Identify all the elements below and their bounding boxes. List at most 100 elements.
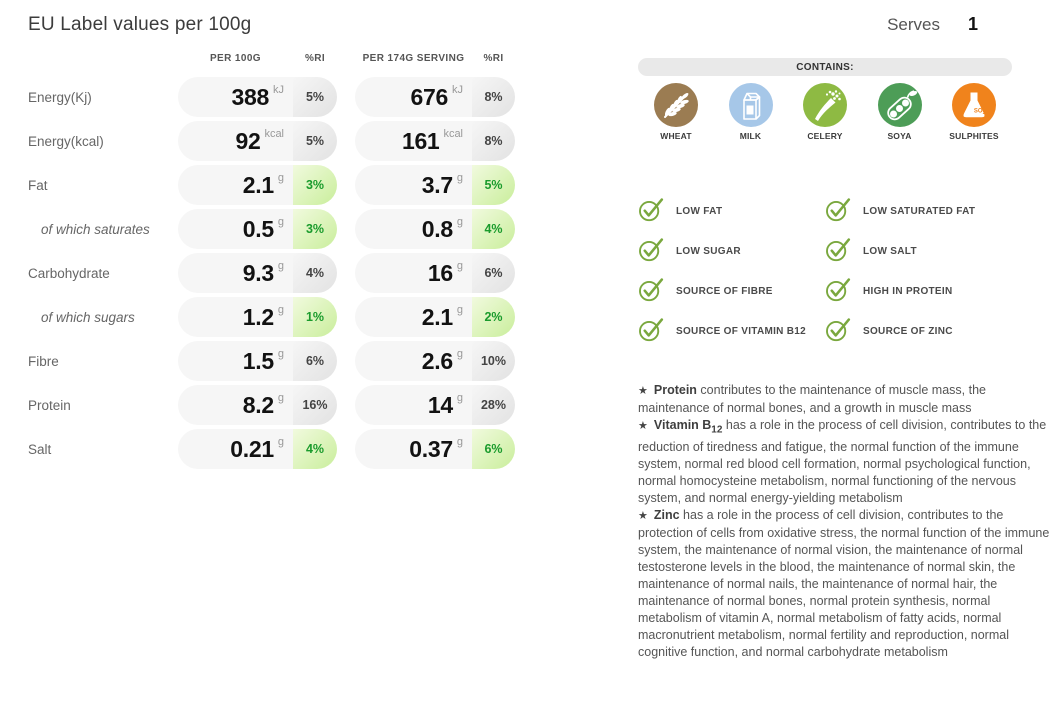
ri-badge-per-100g: 16%	[293, 385, 337, 425]
check-icon	[825, 236, 852, 268]
table-row: Carbohydrate 9.3 g 4% 16 g 6%	[28, 253, 520, 293]
allergen-label: CELERY	[807, 131, 843, 141]
allergen-item: SO2 SULPHITES	[939, 83, 1009, 141]
value-number: 92	[235, 127, 261, 154]
column-header-per-serving: PER 174G SERVING	[362, 52, 465, 64]
table-row: of which sugars 1.2 g 1% 2.1 g 2%	[28, 297, 520, 337]
value-pill-per-serving: 2.1 g	[355, 297, 472, 337]
claim-item: SOURCE OF FIBRE	[638, 276, 825, 308]
allergen-list: WHEAT MILK CELERY SOYA SO2 SULPHITES	[641, 83, 1009, 141]
celery-icon	[803, 83, 847, 127]
value-number: 0.37	[409, 435, 453, 462]
check-icon	[638, 196, 665, 228]
value-number: 0.21	[230, 435, 274, 462]
value-pill-per-100g: 388 kJ	[178, 77, 293, 117]
table-row: Energy(Kj) 388 kJ 5% 676 kJ 8%	[28, 77, 520, 117]
column-header-ri-1: %RI	[304, 52, 326, 64]
value-number: 14	[427, 391, 453, 418]
value-pill-per-serving: 0.37 g	[355, 429, 472, 469]
nutrient-label: Salt	[28, 441, 52, 457]
value-unit: g	[456, 392, 463, 404]
claim-label: SOURCE OF VITAMIN B12	[676, 326, 807, 337]
claim-item: HIGH IN PROTEIN	[825, 276, 1050, 308]
column-gap	[337, 385, 355, 425]
nutrient-label: of which sugars	[41, 309, 135, 325]
value-unit: g	[277, 348, 284, 360]
check-icon	[825, 196, 852, 228]
svg-text:SO2: SO2	[974, 109, 986, 115]
value-pill-per-serving: 2.6 g	[355, 341, 472, 381]
wheat-icon	[654, 83, 698, 127]
ri-badge-per-100g: 5%	[293, 121, 337, 161]
claim-label: LOW SUGAR	[676, 246, 741, 257]
star-bullet-icon: ★	[638, 509, 648, 522]
ri-badge-per-100g: 3%	[293, 209, 337, 249]
ri-badge-per-serving: 8%	[472, 77, 515, 117]
value-unit: g	[456, 436, 463, 448]
summary-panel: Serves 1 CONTAINS: WHEAT MILK CELERY SOYA SO…	[638, 14, 1050, 661]
nutrient-label: Energy(kcal)	[28, 133, 104, 149]
column-gap	[337, 253, 355, 293]
claim-item: LOW SUGAR	[638, 237, 825, 265]
value-pill-per-serving: 0.8 g	[355, 209, 472, 249]
allergen-item: CELERY	[790, 83, 860, 141]
value-number: 3.7	[421, 171, 453, 198]
benefit-segment: has a role in the process of cell divisi…	[638, 418, 1047, 505]
ri-badge-per-serving: 6%	[472, 429, 515, 469]
benefit-paragraph: ★ Zinc has a role in the process of cell …	[638, 507, 1050, 661]
claim-label: LOW FAT	[676, 206, 723, 217]
value-number: 8.2	[242, 391, 274, 418]
value-number: 16	[427, 259, 453, 286]
value-unit: g	[277, 172, 284, 184]
claim-label: SOURCE OF FIBRE	[676, 286, 773, 297]
milk-icon	[728, 83, 773, 127]
value-unit: g	[456, 304, 463, 316]
benefit-segment: has a role in the process of cell divisi…	[638, 507, 1050, 659]
star-bullet-icon: ★	[638, 420, 648, 432]
nutrient-label: of which saturates	[41, 221, 150, 237]
ri-badge-per-serving: 4%	[472, 209, 515, 249]
table-row: Fibre 1.5 g 6% 2.6 g 10%	[28, 341, 520, 381]
ri-badge-per-100g: 5%	[293, 77, 337, 117]
serves-value: 1	[967, 14, 978, 34]
value-pill-per-100g: 1.5 g	[178, 341, 293, 381]
table-row: Protein 8.2 g 16% 14 g 28%	[28, 385, 520, 425]
value-pill-per-100g: 2.1 g	[178, 165, 293, 205]
table-row: Salt 0.21 g 4% 0.37 g 6%	[28, 429, 520, 469]
contains-banner: CONTAINS:	[638, 58, 1012, 76]
value-pill-per-100g: 9.3 g	[178, 253, 293, 293]
value-pill-per-serving: 16 g	[355, 253, 472, 293]
value-number: 0.5	[242, 215, 274, 242]
nutrient-label: Protein	[28, 397, 71, 413]
value-unit: kJ	[273, 84, 284, 96]
allergen-label: MILK	[739, 131, 762, 141]
value-unit: g	[456, 348, 463, 360]
serves-label: Serves	[887, 15, 940, 34]
table-header: PER 100G %RI PER 174G SERVING %RI	[28, 52, 520, 64]
value-number: 2.1	[421, 303, 453, 330]
ri-badge-per-serving: 5%	[472, 165, 515, 205]
value-pill-per-100g: 0.21 g	[178, 429, 293, 469]
ri-badge-per-100g: 1%	[293, 297, 337, 337]
nutrition-table-panel: EU Label values per 100g PER 100G %RI PE…	[28, 14, 520, 469]
value-unit: g	[456, 172, 463, 184]
value-pill-per-100g: 1.2 g	[178, 297, 293, 337]
value-number: 2.1	[242, 171, 274, 198]
check-icon	[825, 276, 852, 308]
value-pill-per-serving: 3.7 g	[355, 165, 472, 205]
nutrient-table: Energy(Kj) 388 kJ 5% 676 kJ 8% Energy(kcal) 92 kc…	[28, 77, 520, 469]
value-pill-per-serving: 161 kcal	[355, 121, 472, 161]
value-number: 0.8	[421, 215, 453, 242]
value-unit: g	[277, 216, 284, 228]
claim-item: LOW SATURATED FAT	[825, 196, 1050, 228]
value-unit: g	[456, 260, 463, 272]
allergen-label: WHEAT	[660, 131, 692, 141]
claim-item: SOURCE OF ZINC	[825, 317, 1050, 345]
sulphites-icon: SO2	[952, 83, 996, 127]
check-icon	[638, 276, 665, 308]
value-unit: g	[277, 392, 284, 404]
claims-grid: LOW FAT LOW SATURATED FAT LOW SUGAR LOW SAL…	[638, 196, 1050, 345]
allergen-label: SULPHITES	[949, 131, 999, 141]
ri-badge-per-serving: 28%	[472, 385, 515, 425]
